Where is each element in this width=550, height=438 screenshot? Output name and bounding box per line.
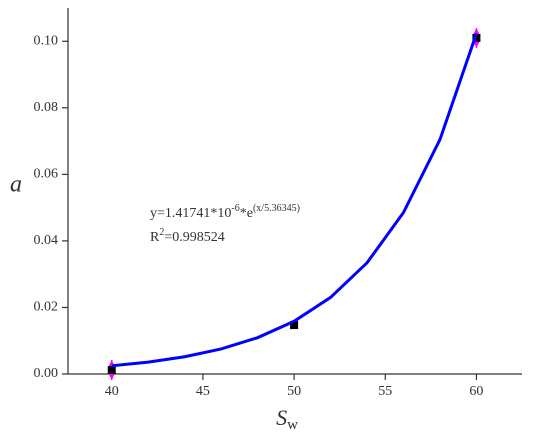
point [107,366,116,375]
y-tick-label: 0.04 [34,233,59,248]
point [290,321,299,330]
equation: y=1.41741*10-6*e(x/5.36345) [150,203,300,221]
x-label-sub: w [287,417,298,433]
equation-part: -6 [231,203,239,214]
error-arrow [108,373,115,380]
equation-part: y=1.41741*10 [150,206,231,221]
equation-part: *e [240,206,253,221]
x-tick-label: 45 [196,384,210,399]
y-tick-label: 0.06 [34,167,59,182]
y-tick-label: 0.02 [34,300,59,315]
error-arrow [473,41,480,48]
r-squared-part: =0.998524 [164,230,224,245]
x-tick-label: 40 [105,384,119,399]
r-squared-part: 2 [159,227,164,238]
y-tick-label: 0.10 [34,33,59,48]
fit-curve [111,33,478,368]
x-tick-label: 60 [469,384,483,399]
x-tick-label: 50 [287,384,301,399]
y-axis-label: a [10,172,22,198]
r-squared: R2=0.998524 [150,227,225,245]
x-tick-label: 55 [378,384,392,399]
x-axis-label: Sw [276,405,298,433]
x-label-main: S [276,405,287,430]
r-squared-part: R [150,230,160,245]
y-tick-label: 0.08 [34,100,59,115]
error-arrow [473,27,480,34]
y-tick-label: 0.00 [34,366,59,381]
equation-part: (x/5.36345) [253,203,300,214]
